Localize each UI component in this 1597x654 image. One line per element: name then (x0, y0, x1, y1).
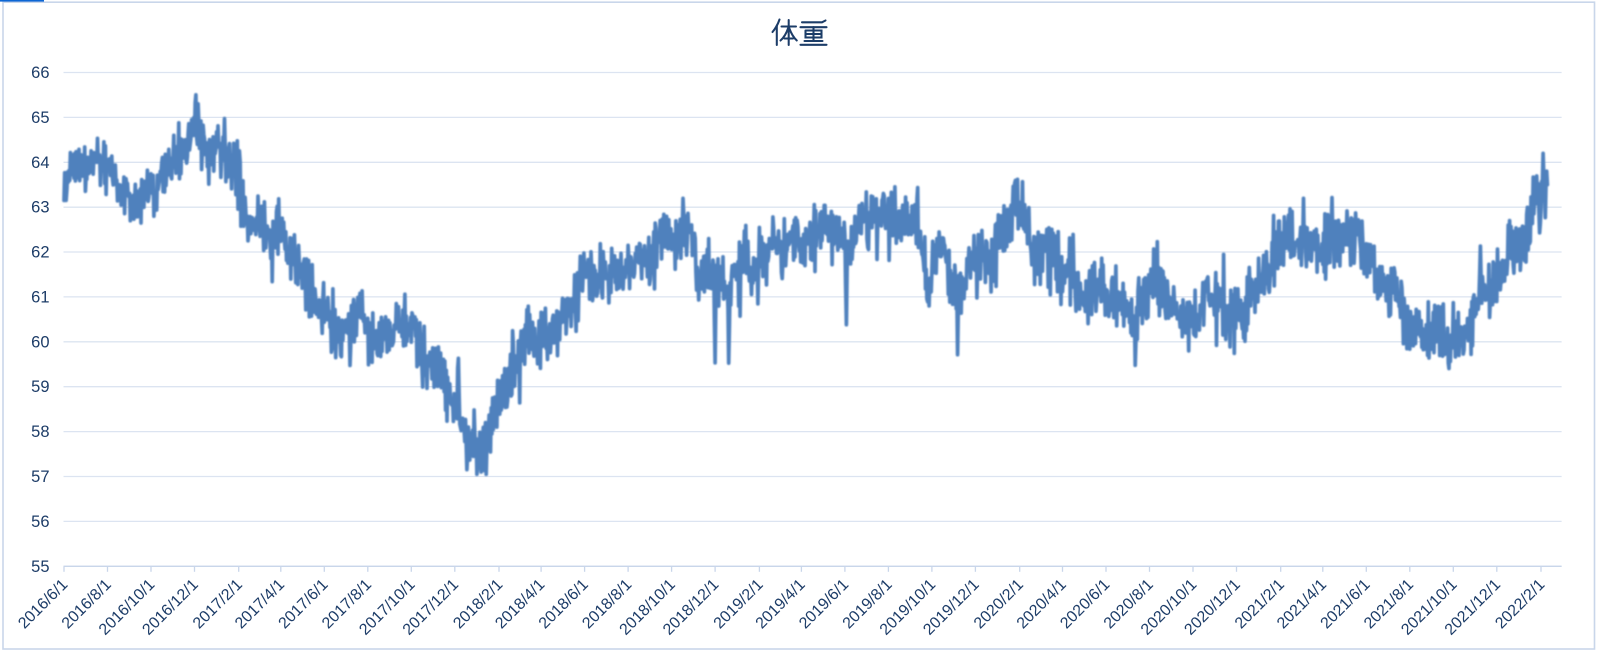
svg-text:55: 55 (31, 558, 49, 576)
svg-text:65: 65 (31, 109, 49, 127)
svg-text:63: 63 (31, 199, 49, 217)
svg-text:62: 62 (31, 244, 49, 262)
svg-text:59: 59 (31, 378, 49, 396)
svg-text:64: 64 (31, 154, 49, 172)
svg-text:60: 60 (31, 333, 49, 351)
svg-text:61: 61 (31, 288, 49, 306)
svg-text:57: 57 (31, 468, 49, 486)
svg-text:56: 56 (31, 513, 49, 531)
svg-text:58: 58 (31, 423, 49, 441)
svg-text:66: 66 (31, 64, 49, 82)
